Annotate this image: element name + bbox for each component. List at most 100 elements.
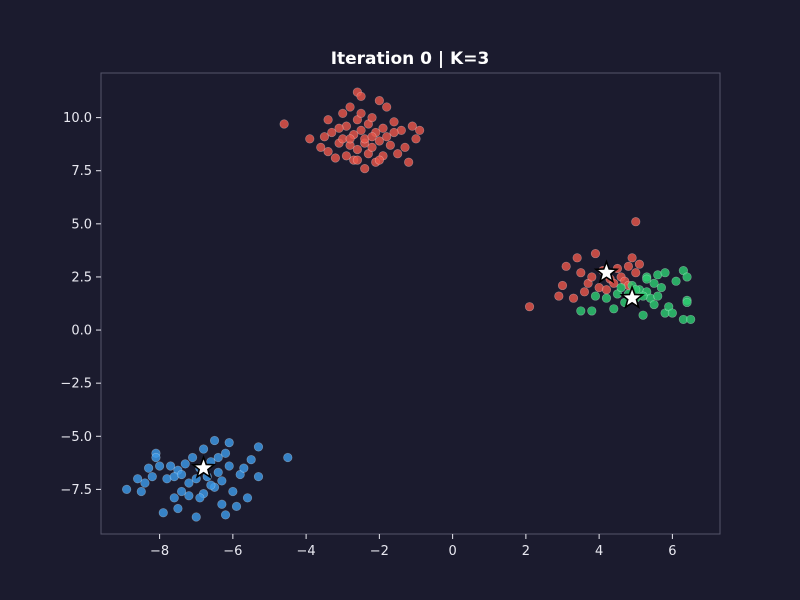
data-point-red xyxy=(341,151,352,161)
data-point-green xyxy=(656,282,666,293)
data-point-red xyxy=(627,253,637,263)
data-point-blue xyxy=(198,444,209,454)
data-point-blue xyxy=(184,491,194,501)
data-point-red xyxy=(356,125,366,135)
plot-frame xyxy=(100,72,721,535)
data-point-red xyxy=(356,108,366,118)
data-point-green xyxy=(576,306,586,316)
data-point-red xyxy=(374,155,384,165)
data-point-red xyxy=(389,117,399,127)
points-layer xyxy=(122,87,696,522)
data-point-blue xyxy=(151,452,161,463)
x-tick-label: −8 xyxy=(150,544,169,559)
data-point-blue xyxy=(246,455,256,465)
data-point-blue xyxy=(180,459,190,469)
x-tick-label: 4 xyxy=(595,544,603,559)
data-point-green xyxy=(638,310,648,320)
centroid-blue xyxy=(190,454,217,479)
data-point-blue xyxy=(136,486,146,497)
data-point-blue xyxy=(224,461,234,471)
y-tick-label: 2.5 xyxy=(71,270,92,285)
data-point-red xyxy=(411,134,421,144)
x-tick-label: 0 xyxy=(448,544,456,559)
data-point-red xyxy=(561,261,571,271)
data-point-red xyxy=(557,280,568,291)
data-point-green xyxy=(671,276,681,286)
data-point-green xyxy=(682,297,692,308)
data-point-blue xyxy=(155,461,165,471)
data-point-red xyxy=(404,157,414,167)
data-point-blue xyxy=(147,472,157,482)
data-point-green xyxy=(649,278,659,288)
data-point-red xyxy=(524,302,535,312)
data-point-red xyxy=(389,127,399,138)
data-point-red xyxy=(338,108,348,118)
data-point-green xyxy=(649,299,659,310)
data-point-red xyxy=(378,123,388,133)
data-point-blue xyxy=(158,508,168,518)
data-point-green xyxy=(660,268,670,278)
data-point-blue xyxy=(173,503,183,514)
data-point-blue xyxy=(253,442,264,452)
data-point-red xyxy=(587,272,597,282)
data-point-blue xyxy=(165,461,176,471)
data-point-blue xyxy=(242,493,253,503)
data-point-red xyxy=(330,153,341,163)
data-point-blue xyxy=(176,469,187,480)
data-point-blue xyxy=(217,476,227,486)
data-point-green xyxy=(590,291,601,301)
data-point-red xyxy=(352,155,362,165)
data-point-red xyxy=(323,147,333,157)
data-point-red xyxy=(634,259,645,269)
data-point-blue xyxy=(220,448,231,458)
data-point-red xyxy=(374,136,384,146)
data-point-red xyxy=(579,287,590,297)
data-point-green xyxy=(653,291,663,301)
y-tick-label: 7.5 xyxy=(71,164,92,179)
data-point-blue xyxy=(217,499,227,509)
data-point-blue xyxy=(220,510,231,520)
data-point-red xyxy=(367,132,377,142)
data-point-red xyxy=(601,285,612,295)
data-point-blue xyxy=(253,472,264,482)
y-tick-label: −7.5 xyxy=(60,483,92,498)
centroids-layer xyxy=(190,259,645,479)
y-tick-label: −2.5 xyxy=(60,377,92,392)
x-axis: −8 −6 −4 −2 0 2 4 6 xyxy=(150,534,677,559)
data-point-blue xyxy=(209,435,220,446)
chart-title: Iteration 0 | K=3 xyxy=(331,49,490,69)
data-point-red xyxy=(385,140,395,150)
x-tick-label: −6 xyxy=(223,544,242,559)
data-point-red xyxy=(327,127,337,138)
data-point-red xyxy=(400,142,410,152)
data-point-blue xyxy=(133,474,143,484)
data-point-green xyxy=(609,304,619,314)
data-point-blue xyxy=(140,478,150,488)
y-tick-label: −5.0 xyxy=(60,430,92,445)
y-tick-label: 10.0 xyxy=(63,111,92,126)
data-point-red xyxy=(631,268,641,278)
data-point-red xyxy=(334,123,344,133)
data-point-blue xyxy=(231,501,242,511)
data-point-green xyxy=(601,293,612,303)
x-tick-label: −2 xyxy=(370,544,389,559)
data-point-blue xyxy=(224,438,234,448)
data-point-red xyxy=(356,91,366,101)
centroid-green xyxy=(619,284,645,309)
data-point-red xyxy=(319,132,330,142)
data-point-red xyxy=(554,291,564,301)
x-tick-label: 2 xyxy=(522,544,530,559)
data-point-blue xyxy=(206,480,216,490)
y-tick-label: 0.0 xyxy=(71,324,92,339)
data-point-blue xyxy=(239,463,249,473)
data-point-blue xyxy=(169,493,179,503)
data-point-red xyxy=(352,144,362,155)
data-point-red xyxy=(360,163,370,174)
data-point-red xyxy=(374,96,384,106)
data-point-red xyxy=(576,268,586,278)
data-point-red xyxy=(631,217,641,227)
data-point-red xyxy=(323,115,333,125)
data-point-green xyxy=(682,272,692,282)
